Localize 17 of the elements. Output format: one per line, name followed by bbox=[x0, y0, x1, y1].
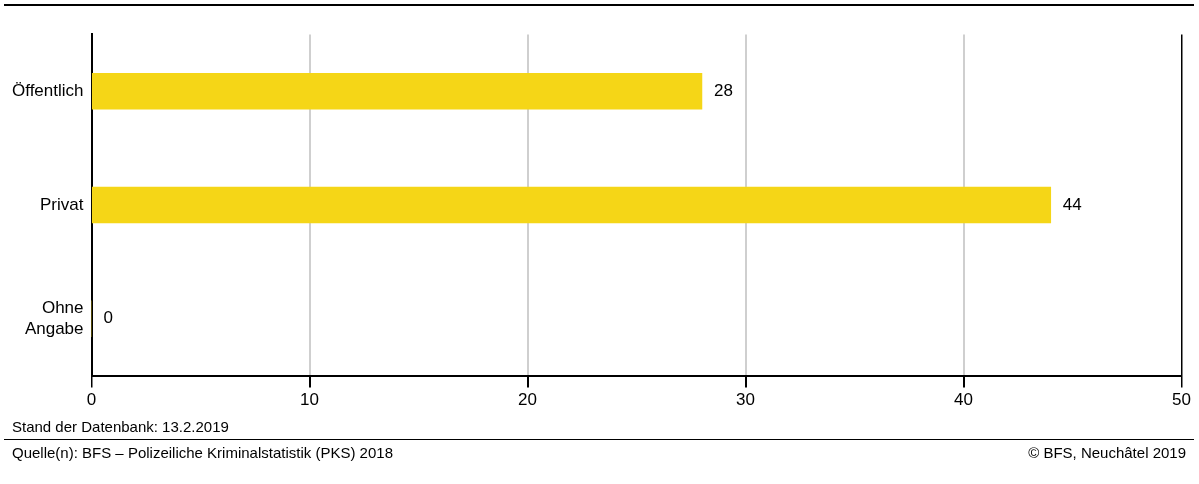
x-tick-label: 50 bbox=[1172, 390, 1192, 410]
text: © BFS, Neuchâtel 2019 bbox=[1028, 444, 1186, 461]
x-tick-label: 30 bbox=[736, 390, 755, 410]
x-tick-label: 20 bbox=[518, 390, 537, 410]
y-tick-label: Öffentlich bbox=[11, 80, 84, 100]
source-note: Quelle(n): BFS – Polizeiliche Kriminalstatistik (PKS) 2018 bbox=[12, 444, 393, 461]
x-tick-label: 10 bbox=[300, 390, 319, 410]
data-label: 44 bbox=[1062, 194, 1082, 214]
y-tick-label: Ohne Angabe bbox=[24, 298, 84, 338]
x-tick-label: 0 bbox=[86, 390, 97, 410]
data-label: 0 bbox=[103, 308, 113, 328]
x-tick-label: 40 bbox=[954, 390, 973, 410]
bar bbox=[91, 186, 1052, 224]
y-tick-label: Privat bbox=[40, 194, 84, 214]
text: Stand der Datenbank: 13.2.2019 bbox=[11, 417, 230, 437]
bar bbox=[91, 72, 703, 110]
data-label: 28 bbox=[713, 80, 733, 100]
